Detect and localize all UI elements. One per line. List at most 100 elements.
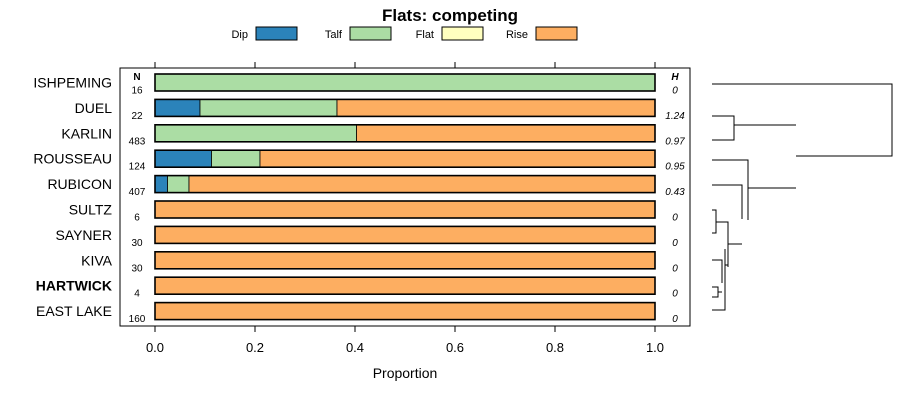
bar-segment-rise	[154, 225, 656, 244]
bar-row: ISHPEMING 16 0	[33, 73, 678, 97]
n-value: 160	[129, 314, 146, 325]
bar-outline	[154, 301, 656, 321]
bar-row: SAYNER 30 0	[55, 225, 678, 249]
category-label: HARTWICK	[36, 278, 112, 294]
x-tick-label: 0.6	[446, 340, 464, 355]
bar-outline	[154, 174, 656, 194]
bar-outline	[154, 98, 656, 118]
n-value: 407	[129, 187, 146, 198]
legend-swatch-flat	[441, 26, 484, 41]
bar-row: SULTZ 6 0	[69, 200, 678, 224]
bar-outline	[154, 276, 656, 296]
bar-outline	[154, 225, 656, 245]
h-value: 0.43	[665, 187, 685, 198]
x-axis: 0.0 0.2 0.4 0.6 0.8 1.0	[146, 62, 664, 355]
bar-row: DUEL 22 1.24	[75, 98, 685, 122]
x-tick-label: 0.2	[246, 340, 264, 355]
bar-outline	[154, 251, 656, 270]
n-column-header: N	[133, 72, 140, 83]
category-label: SAYNER	[55, 227, 112, 243]
legend: Dip Talf Flat Rise	[231, 26, 578, 41]
bar-segment-dip	[154, 99, 201, 117]
dendrogram-branch	[712, 83, 893, 157]
dendrogram	[712, 83, 893, 311]
bar-row: EAST LAKE 160 0	[36, 301, 678, 325]
bar-segment-talf	[154, 124, 357, 143]
x-axis-label: Proportion	[373, 365, 438, 381]
h-value: 0	[672, 86, 678, 97]
bar-row: ROUSSEAU 124 0.95	[33, 149, 685, 173]
h-value: 0.95	[665, 162, 685, 173]
dendrogram-branch	[712, 184, 743, 219]
dendrogram-branch	[712, 249, 726, 311]
legend-swatch-rise	[535, 26, 578, 41]
category-label: ROUSSEAU	[33, 151, 112, 167]
category-label: SULTZ	[69, 202, 113, 218]
n-value: 124	[129, 162, 146, 173]
bar-segment-rise	[154, 200, 656, 219]
h-value: 0	[672, 238, 678, 249]
n-value: 6	[134, 213, 140, 224]
dendrogram-branch	[712, 209, 717, 234]
bar-row: KIVA 30 0	[81, 251, 678, 274]
h-value: 1.24	[665, 111, 685, 122]
legend-label-flat: Flat	[416, 29, 434, 41]
n-value: 483	[129, 136, 146, 147]
bar-segment-rise	[154, 302, 656, 321]
bar-segment-rise	[188, 175, 656, 194]
n-value: 16	[131, 86, 143, 97]
bar-row: HARTWICK 4 0	[36, 276, 678, 300]
category-label: RUBICON	[47, 176, 112, 192]
h-value: 0	[672, 213, 678, 224]
bar-outline	[154, 73, 656, 92]
n-value: 4	[134, 289, 140, 300]
bar-segment-talf	[154, 73, 656, 92]
dendrogram-branch	[712, 159, 749, 220]
dendrogram-branch	[712, 286, 719, 298]
category-label: EAST LAKE	[36, 303, 112, 319]
category-label: KIVA	[81, 252, 113, 268]
h-value: 0.97	[665, 136, 685, 147]
bar-segment-talf	[167, 175, 190, 194]
chart-title: Flats: competing	[382, 6, 518, 25]
bar-segment-rise	[154, 276, 656, 295]
plot-frame	[119, 67, 691, 327]
bar-row: RUBICON 407 0.43	[47, 174, 685, 198]
legend-label-talf: Talf	[325, 29, 343, 41]
legend-label-rise: Rise	[506, 29, 528, 41]
dendrogram-branch	[712, 124, 796, 141]
bar-segment-rise	[154, 251, 656, 270]
bar-outline	[154, 124, 656, 143]
n-value: 30	[131, 263, 143, 274]
bar-segment-rise	[259, 149, 656, 168]
h-column-header: H	[671, 72, 679, 83]
n-value: 30	[131, 238, 143, 249]
legend-swatch-talf	[349, 26, 392, 41]
h-value: 0	[672, 263, 678, 274]
bar-segment-talf	[199, 99, 338, 117]
category-label: DUEL	[75, 100, 113, 116]
bar-row: KARLIN 483 0.97	[61, 124, 685, 147]
x-tick-label: 0.0	[146, 340, 164, 355]
bar-outline	[154, 149, 656, 168]
bar-segment-dip	[154, 149, 212, 168]
bar-segment-dip	[154, 175, 168, 194]
h-value: 0	[672, 314, 678, 325]
category-label: ISHPEMING	[33, 75, 112, 91]
x-tick-label: 0.4	[346, 340, 364, 355]
dendrogram-branch	[716, 221, 729, 267]
legend-swatch-dip	[255, 26, 298, 41]
legend-label-dip: Dip	[231, 29, 248, 41]
dendrogram-branch	[712, 259, 723, 283]
h-value: 0	[672, 289, 678, 300]
bar-segment-talf	[211, 149, 261, 168]
category-label: KARLIN	[61, 125, 112, 141]
n-value: 22	[131, 111, 143, 122]
x-tick-label: 1.0	[646, 340, 664, 355]
bar-outline	[154, 200, 656, 219]
bar-segment-rise	[356, 124, 656, 143]
bar-segment-rise	[336, 99, 656, 117]
dendrogram-branch	[712, 115, 735, 134]
